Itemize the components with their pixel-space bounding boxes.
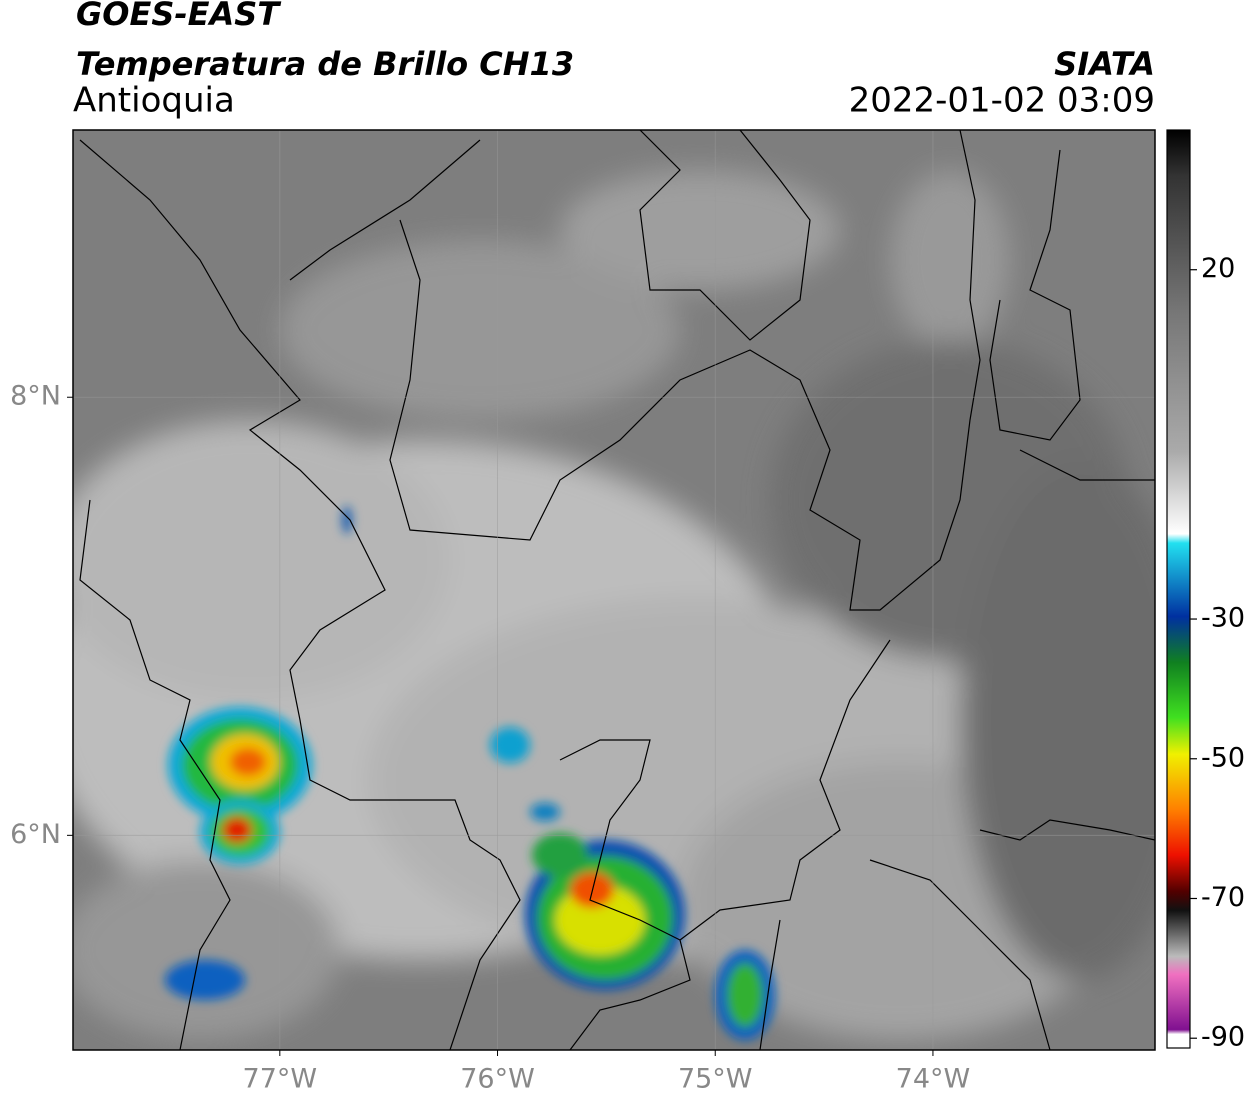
source: SIATA: [1054, 45, 1155, 83]
x-tick-label: 75°W: [678, 1064, 753, 1095]
satellite-image: [73, 130, 1155, 1050]
colorbar-label: 20: [1201, 253, 1235, 284]
x-tick-label: 76°W: [460, 1064, 535, 1095]
datetime: 2022-01-02 03:09: [849, 81, 1155, 121]
colorbar-label: -50: [1201, 742, 1245, 773]
graticule: [73, 130, 1155, 1050]
borders: [79, 130, 1155, 1050]
colorbar-label: -90: [1201, 1022, 1245, 1053]
map-frame: [72, 129, 1156, 1051]
region: Antioquia: [73, 81, 235, 121]
colorbar-label: -70: [1201, 882, 1245, 913]
x-tick-label: 74°W: [896, 1064, 971, 1095]
x-tick-label: 77°W: [243, 1064, 318, 1095]
colorbar: [1166, 129, 1191, 1049]
y-tick-label: 6°N: [10, 819, 61, 850]
title: GOES-EAST: [76, 0, 281, 33]
subtitle: Temperatura de Brillo CH13: [76, 45, 574, 83]
y-tick-label: 8°N: [10, 381, 61, 412]
colorbar-label: -30: [1201, 603, 1245, 634]
